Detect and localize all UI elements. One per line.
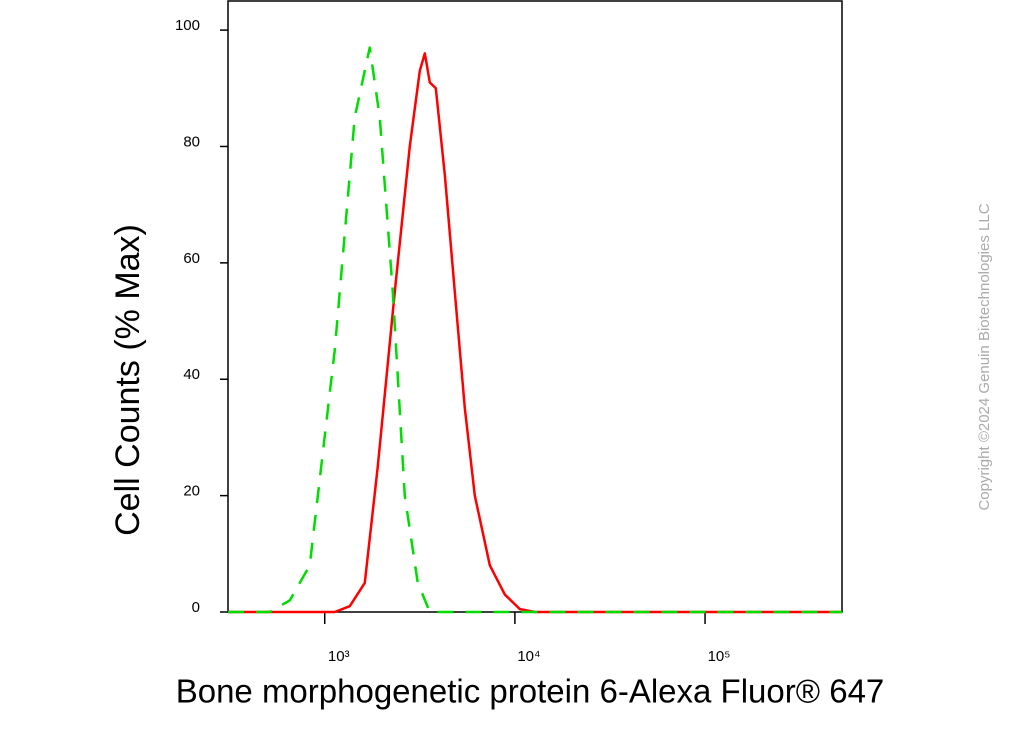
y-tick-label: 100	[175, 17, 200, 34]
x-tick-label: 10⁵	[708, 648, 731, 665]
x-axis-label: Bone morphogenetic protein 6-Alexa Fluor…	[176, 673, 885, 710]
x-tick-label: 10⁴	[517, 648, 540, 665]
y-tick-label: 60	[183, 250, 200, 267]
histogram-line	[228, 52, 842, 614]
y-tick-label: 20	[183, 483, 200, 500]
y-tick-label: 40	[183, 366, 200, 383]
plot-frame	[227, 0, 843, 613]
y-tick-label: 0	[192, 599, 200, 616]
y-axis-label: Cell Counts (% Max)	[109, 224, 147, 536]
histogram-line	[228, 46, 842, 614]
x-tick-label: 10³	[328, 648, 350, 665]
y-tick-label: 80	[183, 133, 200, 150]
copyright: Copyright ©2024 Genuin Biotechnologies L…	[976, 203, 993, 510]
